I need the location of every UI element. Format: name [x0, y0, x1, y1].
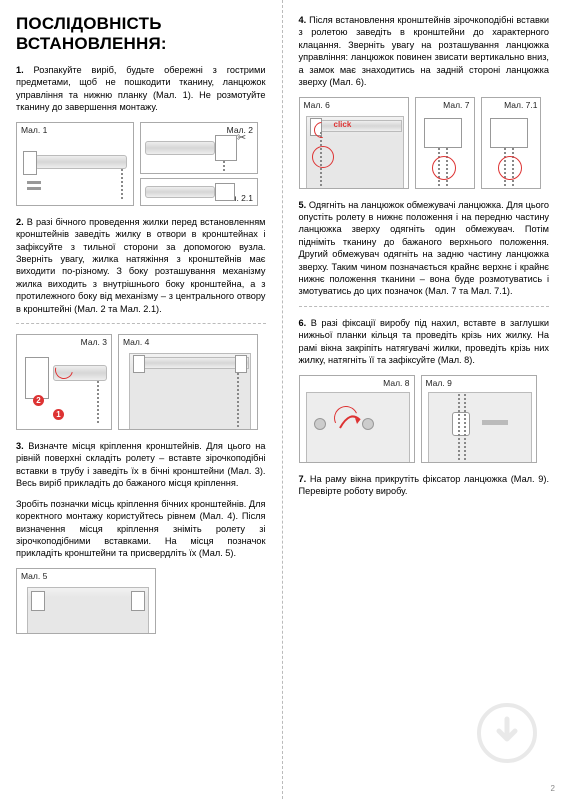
fig-row-4: Мал. 6 click Мал. 7 Мал. 7.1 — [299, 97, 550, 189]
scissors-icon: ✂ — [237, 131, 246, 144]
watermark-icon — [475, 701, 539, 765]
figure-3-caption: Мал. 3 — [81, 337, 107, 347]
step-4-num: 4. — [299, 15, 307, 25]
step-1-num: 1. — [16, 65, 24, 75]
step-6-num: 6. — [299, 318, 307, 328]
step-5-num: 5. — [299, 200, 307, 210]
fig-row-5: Мал. 8 Мал. 9 — [299, 375, 550, 463]
fig-row-2: Мал. 3 2 1 Мал. 4 — [16, 334, 266, 430]
step-7-num: 7. — [299, 474, 307, 484]
divider-left — [16, 323, 266, 324]
step-4-text: Після встановлення кронштейнів зірочкопо… — [299, 15, 550, 87]
figure-6-caption: Мал. 6 — [304, 100, 330, 110]
figure-8: Мал. 8 — [299, 375, 415, 463]
figure-2: Мал. 2 ✂ — [140, 122, 258, 174]
figure-9: Мал. 9 — [421, 375, 537, 463]
figure-4: Мал. 4 — [118, 334, 258, 430]
step-5-text: Одягніть на ланцюжок обмежувачі ланцюжка… — [299, 200, 550, 297]
figure-5: Мал. 5 — [16, 568, 156, 634]
fig-row-1: Мал. 1 Мал. 2 ✂ Мал. 2.1 — [16, 122, 266, 206]
right-column: 4. Після встановлення кронштейнів зірочк… — [283, 0, 565, 799]
left-column: ПОСЛІДОВНІСТЬ ВСТАНОВЛЕННЯ: 1. Розпакуйт… — [0, 0, 283, 799]
step-5: 5. Одягніть на ланцюжок обмежувачі ланцю… — [299, 199, 550, 298]
figure-7-1: Мал. 7.1 — [481, 97, 541, 189]
page-number: 2 — [551, 784, 555, 793]
page: ПОСЛІДОВНІСТЬ ВСТАНОВЛЕННЯ: 1. Розпакуйт… — [0, 0, 565, 799]
arrow-icon — [336, 406, 362, 432]
step-3b: Зробіть позначки місць кріплення бічних … — [16, 498, 266, 560]
step-1: 1. Розпакуйте виріб, будьте обережні з г… — [16, 64, 266, 114]
divider-right — [299, 306, 550, 307]
figure-2-1: Мал. 2.1 — [140, 178, 258, 206]
fig-row-3: Мал. 5 — [16, 568, 266, 634]
figure-6: Мал. 6 click — [299, 97, 409, 189]
click-label: click — [334, 120, 352, 129]
step-4: 4. Після встановлення кронштейнів зірочк… — [299, 14, 550, 89]
page-title: ПОСЛІДОВНІСТЬ ВСТАНОВЛЕННЯ: — [16, 14, 266, 54]
figure-7-1-caption: Мал. 7.1 — [504, 100, 537, 110]
step-3-text: Визначте місця кріплення кронштейнів. Дл… — [16, 441, 266, 488]
step-3: 3. Визначте місця кріплення кронштейнів.… — [16, 440, 266, 490]
figure-1: Мал. 1 — [16, 122, 134, 206]
figure-2-group: Мал. 2 ✂ Мал. 2.1 — [140, 122, 258, 206]
step-7-text: На раму вікна прикрутіть фіксатор ланцюж… — [299, 474, 550, 496]
step-2-num: 2. — [16, 217, 24, 227]
figure-4-caption: Мал. 4 — [123, 337, 149, 347]
figure-5-caption: Мал. 5 — [21, 571, 47, 581]
figure-7: Мал. 7 — [415, 97, 475, 189]
step-3-num: 3. — [16, 441, 24, 451]
step-2: 2. В разі бічного проведення жилки перед… — [16, 216, 266, 315]
step-6: 6. В разі фіксації виробу під нахил, вст… — [299, 317, 550, 367]
step-3b-text: Зробіть позначки місць кріплення бічних … — [16, 499, 266, 559]
figure-3: Мал. 3 2 1 — [16, 334, 112, 430]
step-2-text: В разі бічного проведення жилки перед вс… — [16, 217, 266, 314]
figure-1-caption: Мал. 1 — [21, 125, 47, 135]
figure-9-caption: Мал. 9 — [426, 378, 452, 388]
marker-1: 1 — [53, 409, 64, 420]
step-7: 7. На раму вікна прикрутіть фіксатор лан… — [299, 473, 550, 498]
step-6-text: В разі фіксації виробу під нахил, вставт… — [299, 318, 550, 365]
figure-8-caption: Мал. 8 — [383, 378, 409, 388]
figure-7-caption: Мал. 7 — [443, 100, 469, 110]
marker-2: 2 — [33, 395, 44, 406]
step-1-text: Розпакуйте виріб, будьте обережні з гост… — [16, 65, 266, 112]
